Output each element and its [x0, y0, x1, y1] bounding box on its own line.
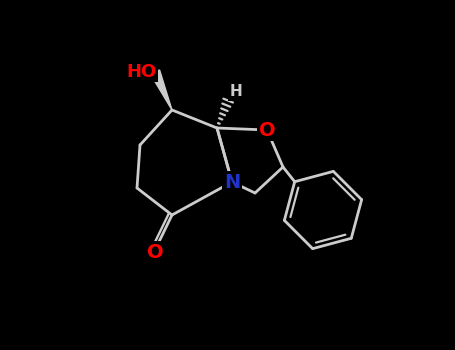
Text: O: O — [147, 243, 163, 261]
Text: N: N — [224, 173, 240, 191]
Polygon shape — [151, 70, 172, 110]
Text: HO: HO — [127, 63, 157, 81]
Text: H: H — [230, 84, 243, 99]
Text: O: O — [259, 120, 275, 140]
